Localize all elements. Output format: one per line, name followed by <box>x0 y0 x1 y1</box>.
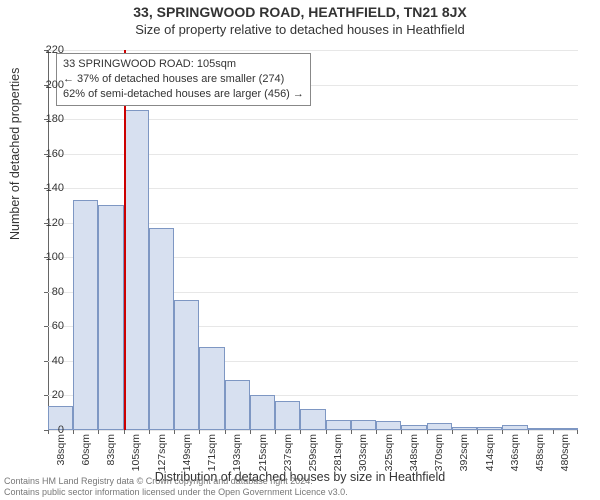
histogram-bar <box>502 425 527 430</box>
xtick-mark <box>225 430 226 434</box>
xtick-label: 193sqm <box>231 434 243 471</box>
histogram-bar <box>477 427 502 430</box>
xtick-mark <box>502 430 503 434</box>
histogram-bar <box>401 425 426 430</box>
histogram-bar <box>300 409 325 430</box>
xtick-mark <box>98 430 99 434</box>
histogram-bar <box>275 401 300 430</box>
xtick-label: 105sqm <box>130 434 142 471</box>
grid-line <box>48 50 578 51</box>
ytick-label: 20 <box>24 389 64 401</box>
xtick-label: 303sqm <box>357 434 369 471</box>
ytick-label: 200 <box>24 79 64 91</box>
ytick-label: 140 <box>24 182 64 194</box>
histogram-bar <box>149 228 174 430</box>
chart-area: 38sqm60sqm83sqm105sqm127sqm149sqm171sqm1… <box>48 50 578 430</box>
xtick-mark <box>553 430 554 434</box>
xtick-label: 348sqm <box>408 434 420 471</box>
xtick-mark <box>149 430 150 434</box>
histogram-bar <box>326 420 351 430</box>
xtick-mark <box>275 430 276 434</box>
xtick-mark <box>124 430 125 434</box>
xtick-label: 171sqm <box>206 434 218 471</box>
xtick-mark <box>351 430 352 434</box>
y-axis-title: Number of detached properties <box>8 68 22 240</box>
page-title: 33, SPRINGWOOD ROAD, HEATHFIELD, TN21 8J… <box>0 0 600 20</box>
xtick-mark <box>376 430 377 434</box>
xtick-mark <box>427 430 428 434</box>
xtick-mark <box>73 430 74 434</box>
xtick-label: 149sqm <box>181 434 193 471</box>
footer-line: Contains HM Land Registry data © Crown c… <box>4 476 348 487</box>
ytick-label: 180 <box>24 113 64 125</box>
info-box-line: ← 37% of detached houses are smaller (27… <box>63 72 304 87</box>
histogram-bar <box>98 205 123 430</box>
xtick-label: 436sqm <box>509 434 521 471</box>
xtick-label: 458sqm <box>534 434 546 471</box>
xtick-label: 480sqm <box>559 434 571 471</box>
histogram-bar <box>174 300 199 430</box>
histogram-bar <box>124 110 149 430</box>
xtick-label: 60sqm <box>80 434 92 466</box>
xtick-label: 392sqm <box>458 434 470 471</box>
xtick-mark <box>199 430 200 434</box>
ytick-label: 80 <box>24 286 64 298</box>
ytick-label: 0 <box>24 424 64 436</box>
xtick-mark <box>528 430 529 434</box>
xtick-label: 215sqm <box>257 434 269 471</box>
xtick-label: 127sqm <box>156 434 168 471</box>
grid-line <box>48 430 578 431</box>
histogram-bar <box>199 347 224 430</box>
xtick-mark <box>477 430 478 434</box>
xtick-mark <box>452 430 453 434</box>
histogram-bar <box>528 428 553 430</box>
footer-line: Contains public sector information licen… <box>4 487 348 498</box>
histogram-bar <box>351 420 376 430</box>
subtitle: Size of property relative to detached ho… <box>0 20 600 41</box>
y-axis-line <box>48 50 49 430</box>
xtick-label: 414sqm <box>484 434 496 471</box>
property-marker-line <box>124 50 126 430</box>
xtick-mark <box>174 430 175 434</box>
xtick-label: 259sqm <box>307 434 319 471</box>
histogram-bar <box>376 421 401 430</box>
plot-area: 38sqm60sqm83sqm105sqm127sqm149sqm171sqm1… <box>48 50 578 430</box>
histogram-bar <box>225 380 250 430</box>
xtick-mark <box>401 430 402 434</box>
histogram-bar <box>73 200 98 430</box>
xtick-mark <box>250 430 251 434</box>
ytick-label: 160 <box>24 148 64 160</box>
xtick-mark <box>326 430 327 434</box>
xtick-label: 281sqm <box>332 434 344 471</box>
info-box-line: 62% of semi-detached houses are larger (… <box>63 87 304 102</box>
xtick-label: 325sqm <box>383 434 395 471</box>
xtick-label: 38sqm <box>55 434 67 466</box>
ytick-label: 120 <box>24 217 64 229</box>
xtick-label: 370sqm <box>433 434 445 471</box>
xtick-label: 237sqm <box>282 434 294 471</box>
histogram-bar <box>427 423 452 430</box>
ytick-label: 60 <box>24 320 64 332</box>
ytick-label: 220 <box>24 44 64 56</box>
xtick-mark <box>577 430 578 434</box>
ytick-label: 40 <box>24 355 64 367</box>
histogram-bar <box>250 395 275 430</box>
info-box-line: 33 SPRINGWOOD ROAD: 105sqm <box>63 57 304 72</box>
xtick-mark <box>300 430 301 434</box>
histogram-bar <box>452 427 477 430</box>
histogram-bar <box>553 428 578 430</box>
info-box: 33 SPRINGWOOD ROAD: 105sqm ← 37% of deta… <box>56 53 311 106</box>
ytick-label: 100 <box>24 251 64 263</box>
xtick-label: 83sqm <box>105 434 117 466</box>
footer-attribution: Contains HM Land Registry data © Crown c… <box>4 476 348 498</box>
